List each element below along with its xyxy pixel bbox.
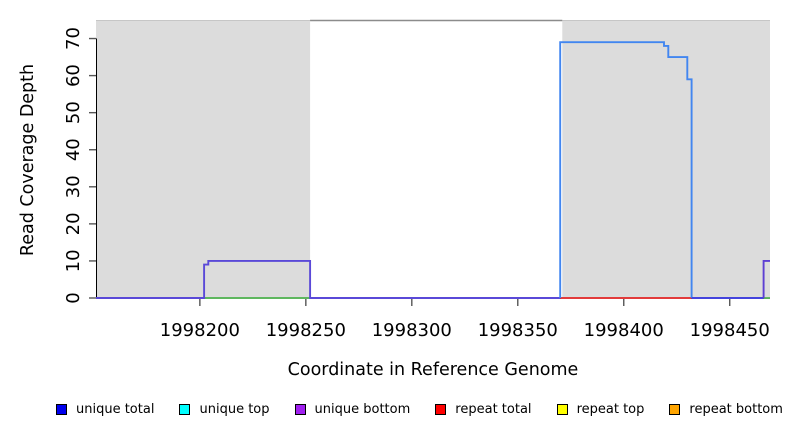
series-unique-bottom-edge-spike [762,259,770,298]
legend-swatch-icon [556,403,568,415]
legend-item-repeat-total: repeat total [435,401,532,417]
y-axis-title: Read Coverage Depth [18,63,38,257]
legend-swatch-icon [179,403,191,415]
legend-swatch-icon [294,403,306,415]
y-tick-label: 10 [63,249,84,272]
legend-item-unique-top: unique top [179,401,270,417]
x-tick-label: 1998300 [372,320,452,341]
legend-item-unique-total: unique total [56,402,154,417]
legend: unique total unique top unique bottom repea… [56,398,783,420]
x-tick-label: 1998350 [478,320,558,341]
legend-swatch-icon [669,403,681,415]
series-unique-overlap-baseline-and-bump [96,259,561,299]
legend-label: repeat top [576,401,645,417]
legend-swatch-icon [435,403,447,415]
legend-label: repeat bottom [689,401,783,417]
legend-swatch-icon [56,403,67,415]
x-tick-label: 1998250 [266,320,346,341]
legend-label: unique bottom [314,401,411,417]
right-gray-region [562,20,770,298]
y-tick-label: 60 [63,64,84,87]
legend-label: unique top [199,401,270,417]
y-tick-label: 30 [63,175,84,198]
x-axis-title: Coordinate in Reference Genome [287,360,579,380]
y-tick-label: 0 [63,292,84,303]
legend-item-repeat-bottom: repeat bottom [669,402,783,417]
legend-item-repeat-top: repeat top [556,401,645,417]
x-tick-label: 1998200 [160,320,240,341]
left-gray-region [96,20,311,298]
y-tick-label: 70 [63,27,84,50]
x-tick-label: 1998450 [690,320,770,341]
x-tick-label: 1998400 [584,320,664,341]
y-tick-label: 40 [63,138,84,161]
series-unique-total-peak [559,41,693,298]
y-tick-label: 20 [63,212,84,235]
legend-item-unique-bottom: unique bottom [294,401,411,417]
legend-label: repeat total [455,401,532,417]
legend-label: unique total [76,401,155,417]
y-tick-label: 50 [63,101,84,124]
